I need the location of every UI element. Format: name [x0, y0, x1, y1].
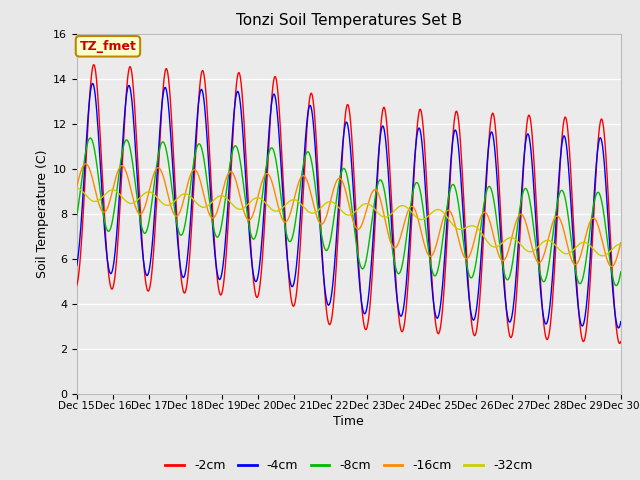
Legend: -2cm, -4cm, -8cm, -16cm, -32cm: -2cm, -4cm, -8cm, -16cm, -32cm	[160, 455, 538, 477]
Y-axis label: Soil Temperature (C): Soil Temperature (C)	[36, 149, 49, 278]
Text: TZ_fmet: TZ_fmet	[79, 40, 136, 53]
X-axis label: Time: Time	[333, 415, 364, 429]
Title: Tonzi Soil Temperatures Set B: Tonzi Soil Temperatures Set B	[236, 13, 462, 28]
